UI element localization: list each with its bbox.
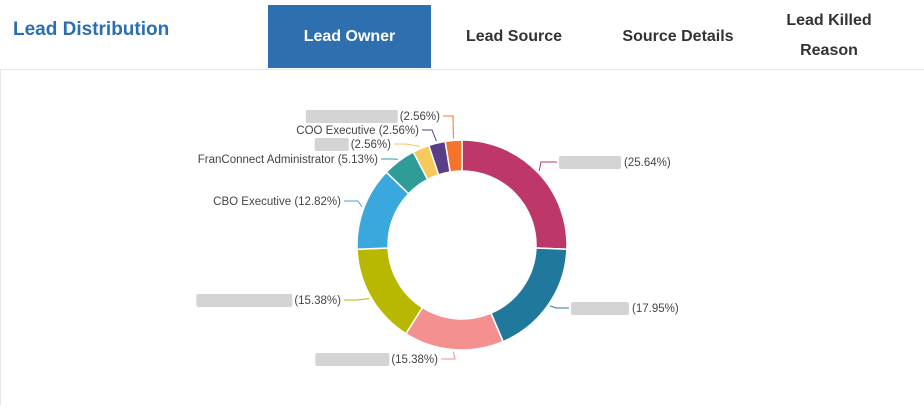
tab-lead-source[interactable]: Lead Source [440, 5, 588, 68]
tab-label: Source Details [622, 22, 733, 52]
header-bar: Lead Distribution Lead Owner Lead Source… [0, 0, 924, 70]
redacted-name [571, 302, 629, 315]
redacted-name [196, 294, 292, 307]
label-connector [539, 162, 557, 171]
label-connector [344, 298, 369, 300]
tab-label: Lead Owner [304, 22, 396, 52]
slice-label: COO Executive (2.56%) [296, 125, 419, 137]
page-title: Lead Distribution [13, 19, 169, 41]
tab-label: Lead Source [466, 22, 562, 52]
donut-slice[interactable] [406, 308, 503, 350]
redacted-name [559, 156, 621, 169]
slice-label-group: (2.56%) [315, 138, 391, 151]
slice-label: CBO Executive (12.82%) [213, 196, 341, 208]
slice-label-group: (25.64%) [559, 156, 671, 169]
tab-lead-owner[interactable]: Lead Owner [268, 5, 431, 68]
label-connector [443, 116, 453, 138]
slice-label-group: (17.95%) [571, 302, 679, 315]
slice-label-group: (15.38%) [315, 353, 438, 366]
slice-label: (17.95%) [632, 303, 679, 315]
donut-slice[interactable] [462, 140, 567, 249]
redacted-name [306, 110, 398, 123]
tab-lead-killed-reason[interactable]: Lead Killed Reason [770, 3, 888, 69]
slice-label: (2.56%) [400, 111, 440, 123]
donut-slice[interactable] [491, 248, 567, 342]
label-connector [441, 352, 455, 359]
slice-label: (25.64%) [624, 157, 671, 169]
label-connector [422, 130, 436, 141]
tab-label: Lead Killed Reason [782, 6, 876, 66]
slice-label-group: FranConnect Administrator (5.13%) [198, 154, 378, 166]
chart-panel: (25.64%) (17.95%) (15.38%) (15.38%) CBO Exec… [0, 70, 924, 405]
tab-source-details[interactable]: Source Details [598, 5, 758, 68]
slice-label: (15.38%) [391, 354, 438, 366]
donut-chart: (25.64%) (17.95%) (15.38%) (15.38%) CBO Exec… [1, 70, 923, 405]
label-connector [394, 144, 420, 147]
donut-slice[interactable] [357, 248, 422, 334]
slice-label: (2.56%) [351, 139, 391, 151]
slice-label-group: CBO Executive (12.82%) [213, 196, 341, 208]
slice-label-group: (2.56%) [306, 110, 440, 123]
slice-label-group: (15.38%) [196, 294, 341, 307]
label-connector [550, 306, 569, 308]
slice-label: FranConnect Administrator (5.13%) [198, 154, 378, 166]
label-connector [344, 201, 362, 207]
redacted-name [315, 353, 389, 366]
redacted-name [315, 138, 349, 151]
slice-label: (15.38%) [294, 295, 341, 307]
slice-label-group: COO Executive (2.56%) [296, 125, 419, 137]
